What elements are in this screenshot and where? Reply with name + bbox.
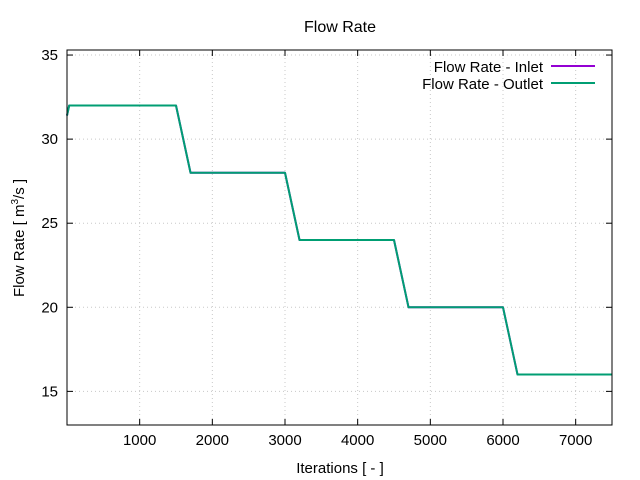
y-tick-label: 20: [41, 299, 58, 316]
y-tick-label: 25: [41, 215, 58, 232]
y-tick-label: 30: [41, 131, 58, 148]
x-tick-label: 2000: [196, 432, 229, 449]
axis-ticks: 1000 2000 3000 4000 5000 6000 7000 15 20 25 30 35: [41, 47, 612, 449]
y-tick-label: 35: [41, 47, 58, 64]
x-tick-label: 6000: [486, 432, 519, 449]
grid-lines: [67, 50, 612, 425]
x-tick-label: 3000: [268, 432, 301, 449]
x-tick-label: 5000: [414, 432, 447, 449]
legend: Flow Rate - Inlet Flow Rate - Outlet: [422, 59, 595, 93]
x-tick-label: 7000: [559, 432, 592, 449]
y-axis-label-tail: /s ]: [11, 179, 28, 199]
y-axis-label-superscript: 3: [10, 199, 21, 205]
series-line-outlet: [66, 104, 612, 376]
plot-series: [66, 104, 612, 376]
legend-label-inlet: Flow Rate - Inlet: [434, 59, 544, 76]
y-axis-label: Flow Rate [ m3/s ]: [10, 179, 28, 297]
y-tick-label: 15: [41, 383, 58, 400]
x-axis-label: Iterations [ - ]: [296, 460, 384, 477]
x-tick-label: 4000: [341, 432, 374, 449]
legend-label-outlet: Flow Rate - Outlet: [422, 76, 544, 93]
y-axis-label-main: Flow Rate [ m: [11, 205, 28, 298]
chart-title: Flow Rate: [304, 19, 376, 36]
x-tick-label: 1000: [123, 432, 156, 449]
plot-border: [66, 49, 613, 426]
